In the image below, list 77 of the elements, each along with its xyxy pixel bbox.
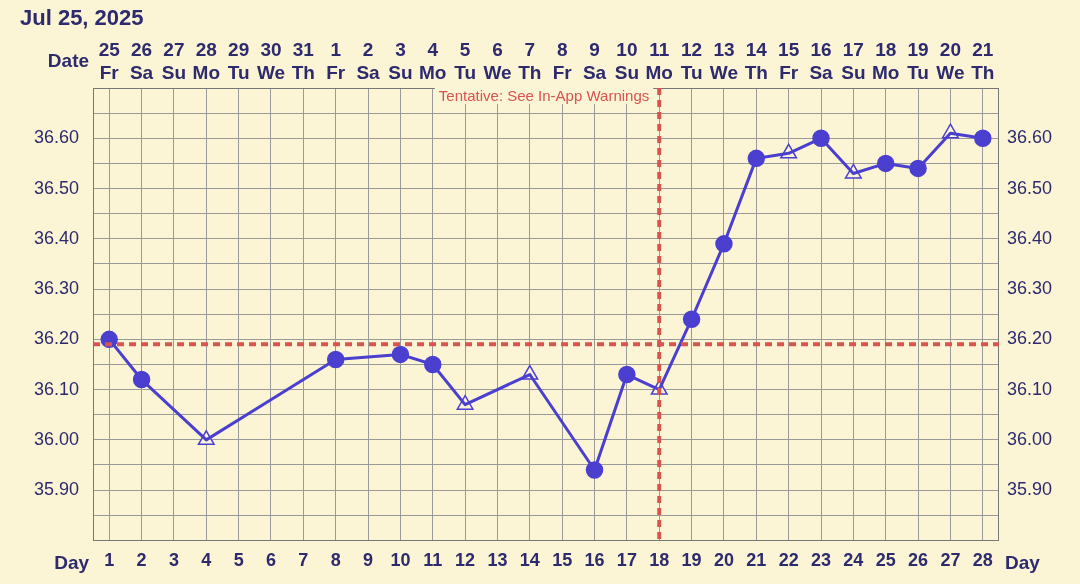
y2-tick-label: 36.60 xyxy=(1006,127,1052,148)
y-tick-label: 36.50 xyxy=(34,177,80,198)
x-tick-label: 19 xyxy=(681,550,702,571)
x2-axis-title: Date xyxy=(47,49,90,71)
x2-tick-label: 3 Su xyxy=(388,39,413,83)
x-tick-label: 25 xyxy=(875,550,896,571)
x2-tick-label: 8 Fr xyxy=(552,39,573,83)
x-tick-label: 22 xyxy=(778,550,799,571)
y2-tick-label: 35.90 xyxy=(1006,479,1052,500)
x2-tick-label: 30 We xyxy=(256,39,286,83)
x-tick-label: 15 xyxy=(552,550,573,571)
x2-tick-label: 28 Mo xyxy=(192,39,220,83)
x-tick-label: 10 xyxy=(390,550,411,571)
x2-tick-label: 31 Th xyxy=(291,39,315,83)
y-tick-label: 36.20 xyxy=(34,328,80,349)
x-tick-label: 21 xyxy=(746,550,767,571)
x2-tick-label: 20 We xyxy=(936,39,965,83)
x2-tick-label: 13 We xyxy=(709,39,739,83)
y-tick-label: 36.60 xyxy=(34,127,80,148)
x2-tick-label: 11 Mo xyxy=(645,39,673,83)
x-tick-label: 17 xyxy=(616,550,637,571)
x2-tick-label: 9 Sa xyxy=(582,39,607,83)
x-tick-label: 1 xyxy=(104,550,115,571)
x2-tick-label: 25 Fr xyxy=(98,39,121,83)
x2-tick-label: 16 Sa xyxy=(809,39,834,83)
y2-tick-label: 36.30 xyxy=(1006,278,1052,299)
x2-tick-label: 6 We xyxy=(483,39,512,83)
x-tick-label: 9 xyxy=(363,550,374,571)
chart-title: Jul 25, 2025 xyxy=(20,5,144,31)
x2-tick-label: 19 Tu xyxy=(907,39,929,83)
x-tick-label: 11 xyxy=(423,550,443,571)
x-tick-label: 26 xyxy=(908,550,929,571)
x-tick-label: 14 xyxy=(519,550,540,571)
x2-tick-label: 12 Tu xyxy=(680,39,703,83)
x2-tick-label: 29 Tu xyxy=(227,39,250,83)
x2-tick-label: 17 Su xyxy=(841,39,866,83)
x-tick-label: 23 xyxy=(810,550,832,571)
ref-line-label: Tentative: See In-App Warnings xyxy=(438,86,650,104)
x-tick-label: 18 xyxy=(649,550,670,571)
x-tick-label: 5 xyxy=(233,550,244,571)
x2-tick-label: 7 Th xyxy=(518,39,542,83)
y-tick-label: 36.30 xyxy=(34,278,80,299)
x-tick-label: 4 xyxy=(201,550,212,571)
y-tick-label: 36.40 xyxy=(34,227,80,248)
x2-tick-label: 10 Su xyxy=(614,39,640,83)
x2-tick-label: 2 Sa xyxy=(356,39,381,83)
x-tick-label: 6 xyxy=(265,550,276,571)
text: Day xyxy=(1004,552,1040,574)
x2-tick-label: 4 Mo xyxy=(419,39,447,83)
x-tick-label: 3 xyxy=(168,550,179,571)
x-tick-label: 16 xyxy=(584,550,605,571)
x-axis-title: Day xyxy=(54,552,90,574)
y-tick-label: 35.90 xyxy=(34,479,80,500)
y2-tick-label: 36.20 xyxy=(1006,328,1052,349)
y2-tick-label: 36.00 xyxy=(1006,428,1052,449)
x2-tick-label: 26 Sa xyxy=(129,39,154,83)
x-tick-label: 12 xyxy=(455,550,476,571)
x-tick-label: 13 xyxy=(487,550,508,571)
y2-tick-label: 36.50 xyxy=(1006,177,1052,198)
x-tick-label: 28 xyxy=(972,550,993,571)
y-tick-label: 36.10 xyxy=(34,378,80,399)
y2-tick-label: 36.10 xyxy=(1006,378,1052,399)
x2-tick-label: 27 Su xyxy=(161,39,187,83)
x2-tick-label: 18 Mo xyxy=(872,39,900,83)
x-tick-label: 20 xyxy=(713,550,734,571)
y-tick-label: 36.00 xyxy=(34,428,80,449)
y2-tick-label: 36.40 xyxy=(1006,227,1052,248)
x2-tick-label: 21 Th xyxy=(971,39,995,83)
x-tick-label: 24 xyxy=(843,550,864,571)
x2-tick-label: 1 Fr xyxy=(326,39,346,83)
x-tick-label: 27 xyxy=(940,550,961,571)
x-tick-label: 8 xyxy=(330,550,341,571)
x2-tick-label: 14 Th xyxy=(744,39,768,83)
x-tick-label: 2 xyxy=(136,550,147,571)
x2-tick-label: 5 Tu xyxy=(454,39,477,83)
x-tick-label: 7 xyxy=(298,550,309,571)
x2-tick-label: 15 Fr xyxy=(778,39,800,83)
